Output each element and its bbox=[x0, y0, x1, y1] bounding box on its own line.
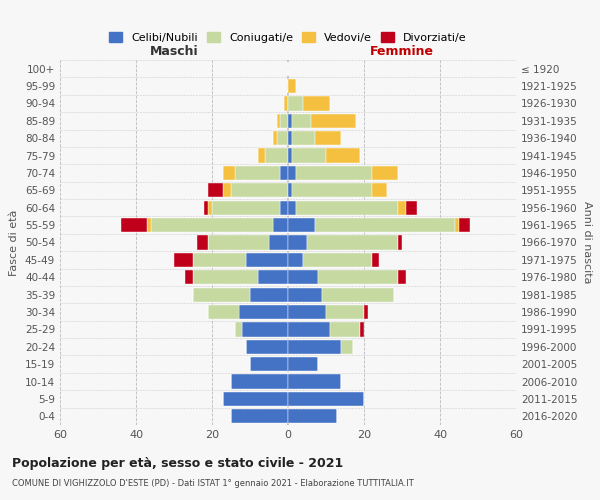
Bar bbox=[277, 114, 280, 128]
Bar bbox=[223, 166, 235, 180]
Bar bbox=[360, 322, 364, 336]
Bar bbox=[398, 270, 406, 284]
Bar bbox=[280, 166, 288, 180]
Bar bbox=[212, 200, 280, 215]
Bar bbox=[341, 340, 353, 354]
Bar bbox=[307, 236, 398, 250]
Bar bbox=[288, 270, 319, 284]
Legend: Celibi/Nubili, Coniugati/e, Vedovi/e, Divorziati/e: Celibi/Nubili, Coniugati/e, Vedovi/e, Di… bbox=[106, 29, 470, 46]
Bar bbox=[326, 148, 360, 162]
Bar bbox=[208, 305, 239, 319]
Bar bbox=[288, 148, 292, 162]
Bar bbox=[174, 253, 193, 267]
Bar bbox=[257, 148, 265, 162]
Bar bbox=[398, 236, 402, 250]
Bar bbox=[288, 357, 319, 372]
Text: Popolazione per età, sesso e stato civile - 2021: Popolazione per età, sesso e stato civil… bbox=[12, 458, 343, 470]
Bar bbox=[330, 322, 360, 336]
Bar bbox=[277, 131, 288, 146]
Bar bbox=[288, 200, 296, 215]
Bar bbox=[364, 305, 368, 319]
Bar bbox=[326, 305, 364, 319]
Bar bbox=[371, 183, 387, 198]
Bar bbox=[193, 253, 246, 267]
Bar bbox=[319, 270, 398, 284]
Bar bbox=[235, 322, 242, 336]
Bar bbox=[265, 148, 288, 162]
Y-axis label: Fasce di età: Fasce di età bbox=[10, 210, 19, 276]
Bar bbox=[235, 166, 280, 180]
Bar bbox=[148, 218, 151, 232]
Bar bbox=[205, 200, 208, 215]
Bar bbox=[459, 218, 470, 232]
Bar bbox=[322, 288, 394, 302]
Bar bbox=[288, 305, 326, 319]
Bar bbox=[296, 200, 398, 215]
Bar bbox=[288, 340, 341, 354]
Bar bbox=[223, 183, 231, 198]
Bar bbox=[311, 114, 356, 128]
Bar bbox=[288, 288, 322, 302]
Bar bbox=[288, 218, 314, 232]
Bar bbox=[269, 236, 288, 250]
Bar bbox=[250, 357, 288, 372]
Bar bbox=[208, 183, 223, 198]
Bar bbox=[314, 218, 455, 232]
Bar bbox=[273, 218, 288, 232]
Bar bbox=[371, 253, 379, 267]
Bar bbox=[280, 114, 288, 128]
Bar bbox=[288, 96, 303, 110]
Bar bbox=[288, 131, 292, 146]
Bar bbox=[314, 131, 341, 146]
Bar bbox=[288, 114, 292, 128]
Bar bbox=[288, 392, 364, 406]
Bar bbox=[303, 253, 371, 267]
Bar bbox=[246, 253, 288, 267]
Bar bbox=[288, 166, 296, 180]
Bar bbox=[288, 253, 303, 267]
Bar bbox=[242, 322, 288, 336]
Bar bbox=[231, 183, 288, 198]
Bar bbox=[288, 236, 307, 250]
Text: Maschi: Maschi bbox=[149, 46, 199, 59]
Bar bbox=[406, 200, 417, 215]
Bar bbox=[208, 236, 269, 250]
Text: Femmine: Femmine bbox=[370, 46, 434, 59]
Bar bbox=[280, 200, 288, 215]
Bar bbox=[288, 183, 292, 198]
Bar bbox=[257, 270, 288, 284]
Bar bbox=[455, 218, 459, 232]
Bar bbox=[208, 200, 212, 215]
Bar bbox=[197, 236, 208, 250]
Bar bbox=[284, 96, 288, 110]
Bar bbox=[292, 114, 311, 128]
Bar bbox=[288, 79, 296, 93]
Bar bbox=[121, 218, 148, 232]
Bar bbox=[193, 288, 250, 302]
Bar bbox=[292, 131, 314, 146]
Bar bbox=[288, 322, 330, 336]
Bar bbox=[250, 288, 288, 302]
Bar bbox=[288, 374, 341, 388]
Bar bbox=[231, 409, 288, 424]
Bar bbox=[223, 392, 288, 406]
Bar bbox=[292, 148, 326, 162]
Bar bbox=[371, 166, 398, 180]
Bar bbox=[292, 183, 371, 198]
Bar bbox=[193, 270, 257, 284]
Bar bbox=[303, 96, 330, 110]
Bar bbox=[288, 409, 337, 424]
Bar bbox=[296, 166, 371, 180]
Bar bbox=[239, 305, 288, 319]
Bar bbox=[246, 340, 288, 354]
Text: COMUNE DI VIGHIZZOLO D'ESTE (PD) - Dati ISTAT 1° gennaio 2021 - Elaborazione TUT: COMUNE DI VIGHIZZOLO D'ESTE (PD) - Dati … bbox=[12, 479, 414, 488]
Bar bbox=[273, 131, 277, 146]
Bar bbox=[185, 270, 193, 284]
Bar bbox=[151, 218, 273, 232]
Bar bbox=[231, 374, 288, 388]
Y-axis label: Anni di nascita: Anni di nascita bbox=[581, 201, 592, 284]
Bar bbox=[398, 200, 406, 215]
